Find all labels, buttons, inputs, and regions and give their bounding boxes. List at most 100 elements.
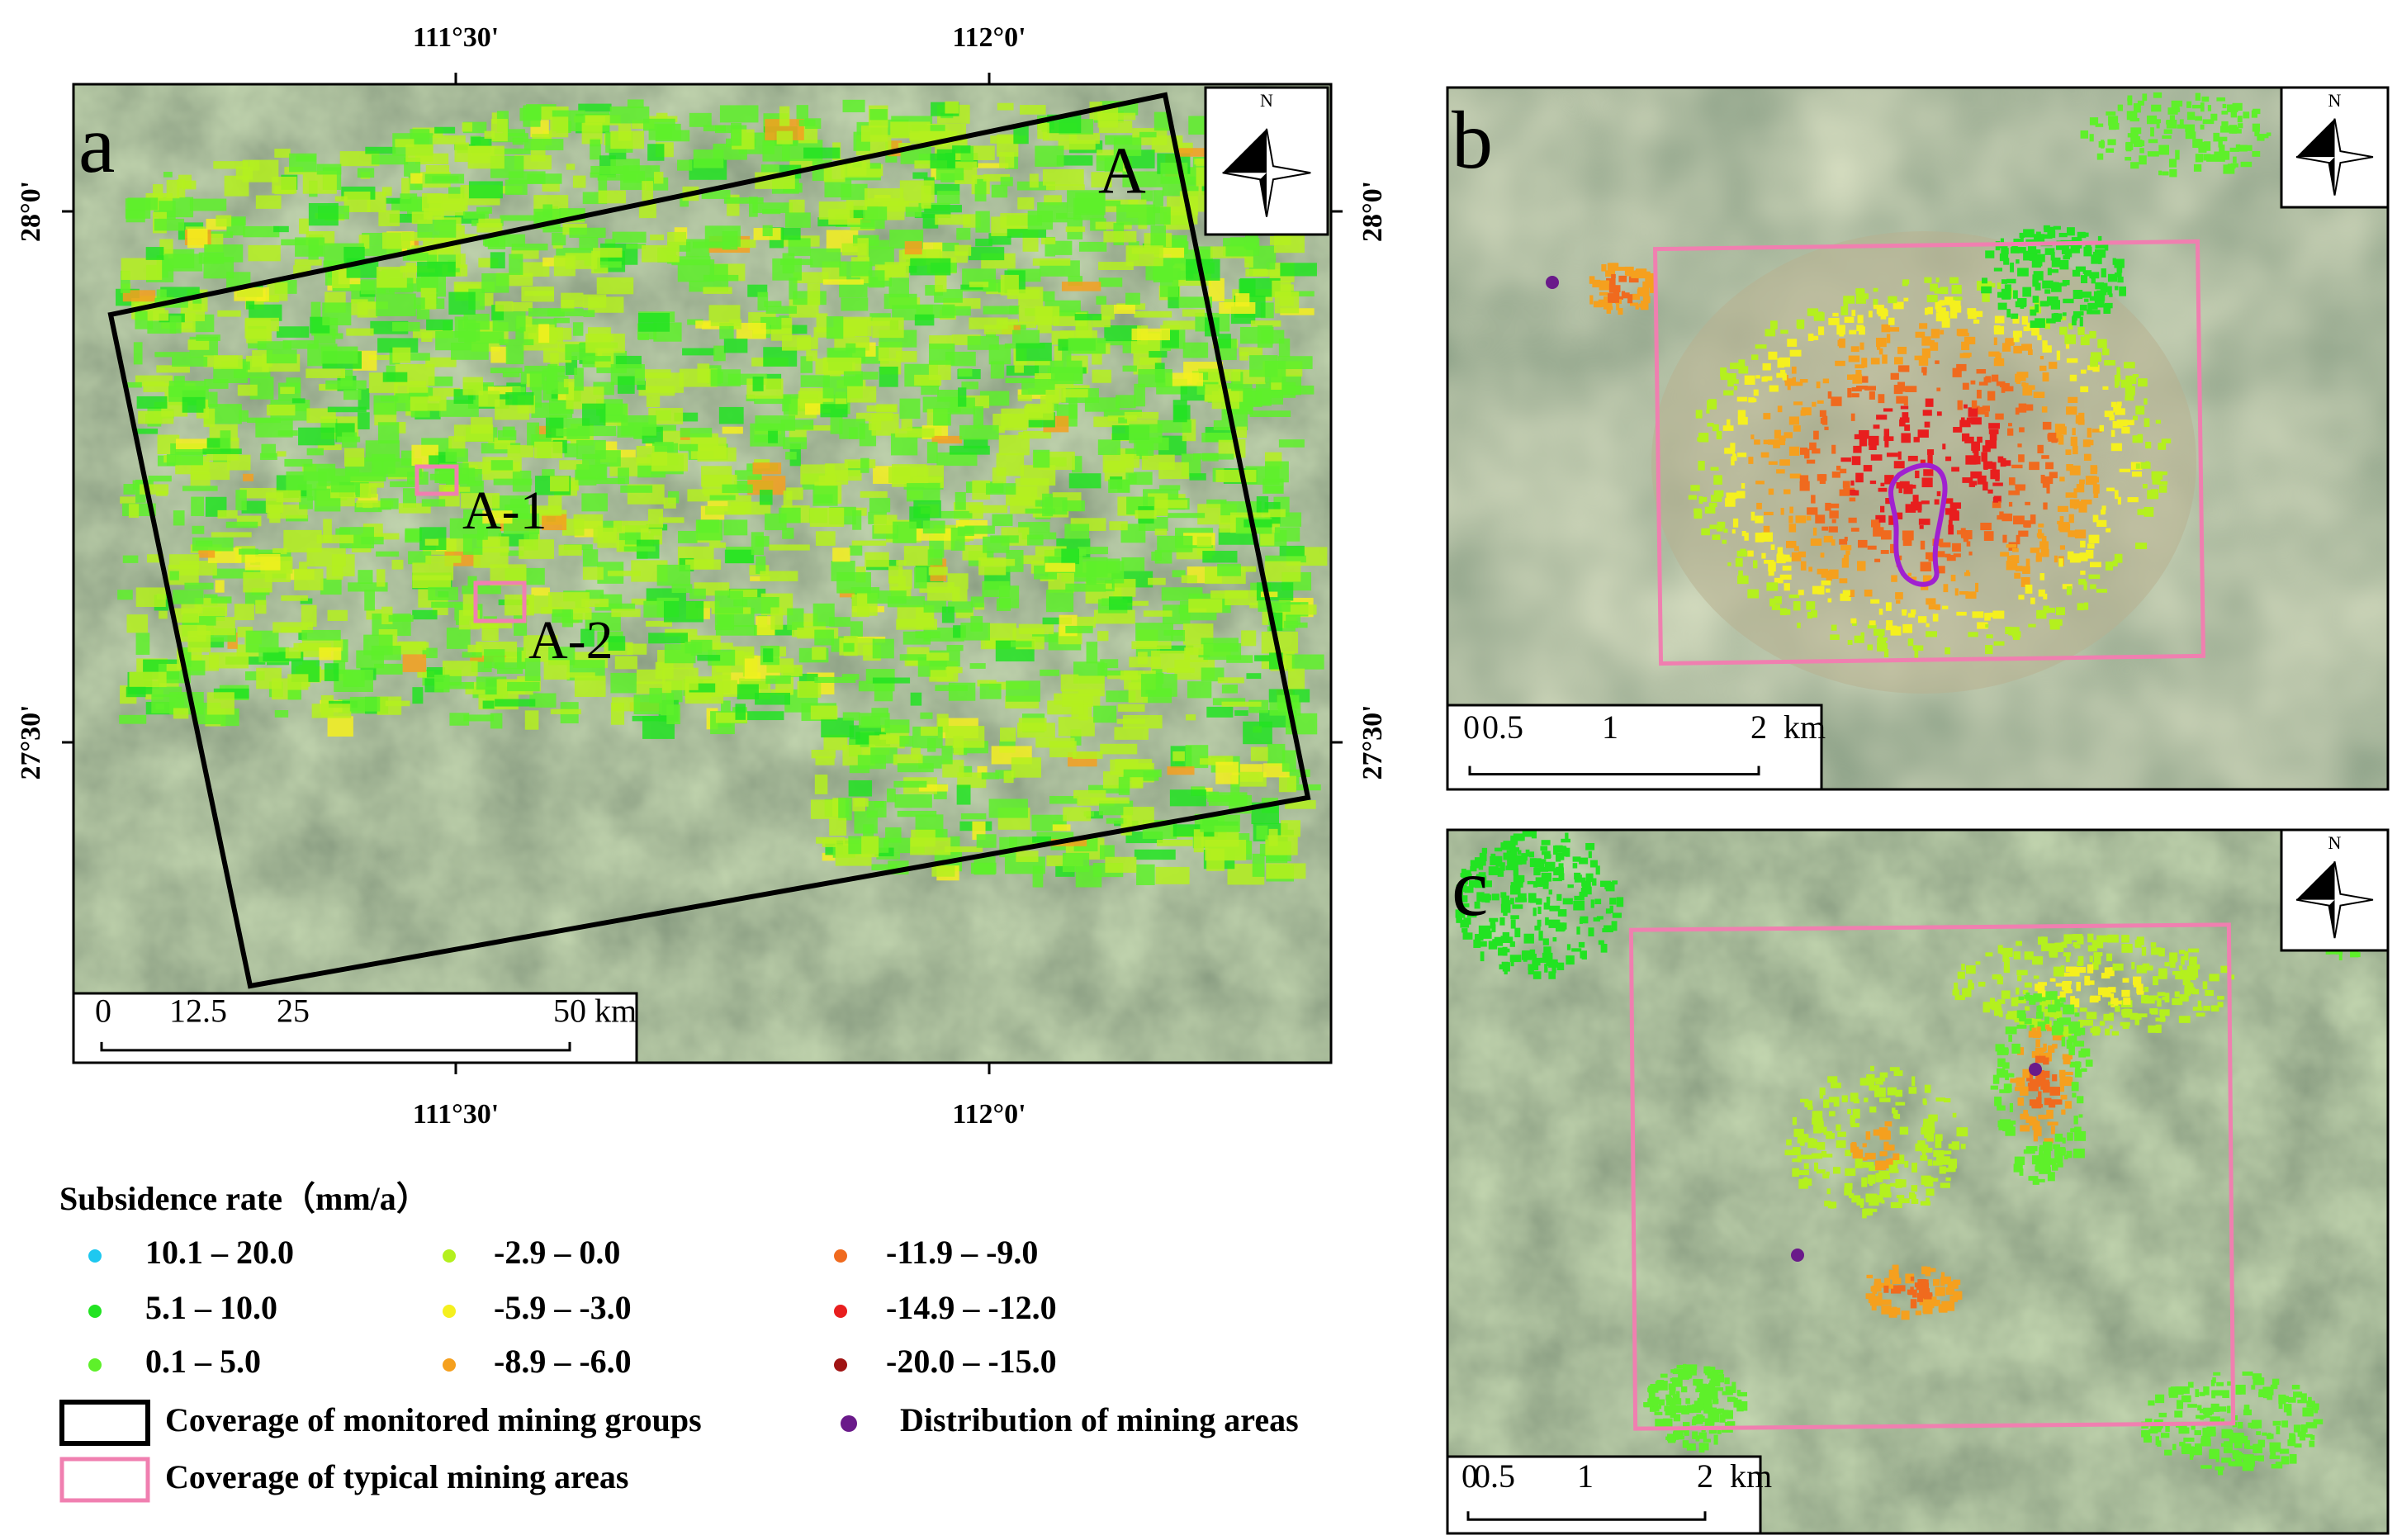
point-cluster	[1951, 285, 1962, 294]
point-cluster	[1510, 915, 1519, 920]
point-cluster	[1910, 1299, 1917, 1309]
point-cluster	[731, 646, 755, 659]
point-cluster	[1713, 475, 1722, 485]
point-cluster	[1523, 831, 1535, 835]
point-cluster	[1984, 411, 1989, 417]
point-cluster	[1862, 293, 1869, 300]
point-cluster	[861, 126, 888, 142]
point-cluster	[2168, 159, 2177, 168]
point-cluster	[1942, 605, 1949, 609]
point-cluster	[2063, 1004, 2075, 1015]
point-cluster	[2018, 530, 2029, 537]
point-cluster	[2097, 339, 2107, 348]
point-cluster	[1895, 1089, 1903, 1097]
point-cluster	[1747, 589, 1760, 599]
point-cluster	[1595, 865, 1600, 875]
point-cluster	[747, 476, 786, 495]
point-cluster	[1875, 338, 1887, 348]
point-cluster	[414, 297, 425, 310]
point-cluster	[215, 580, 225, 593]
point-cluster	[1576, 926, 1580, 935]
point-cluster	[1047, 700, 1084, 715]
point-cluster	[2062, 1137, 2066, 1144]
point-cluster	[2006, 556, 2011, 562]
point-cluster	[1855, 385, 1868, 390]
point-cluster	[1809, 442, 1817, 451]
point-cluster	[718, 406, 744, 424]
point-cluster	[2144, 418, 2150, 428]
point-cluster	[1755, 481, 1765, 485]
region-label: A-1	[462, 481, 547, 541]
point-cluster	[2066, 1039, 2073, 1050]
point-cluster	[1065, 226, 1086, 232]
point-cluster	[1682, 1422, 1690, 1428]
point-cluster	[582, 566, 604, 580]
point-cluster	[1134, 310, 1172, 318]
point-cluster	[914, 314, 935, 326]
point-cluster	[1037, 122, 1049, 140]
point-cluster	[1555, 857, 1561, 862]
point-cluster	[2158, 948, 2165, 957]
point-cluster	[462, 594, 476, 616]
point-cluster	[2252, 150, 2261, 157]
point-cluster	[723, 339, 748, 353]
point-cluster	[1230, 775, 1240, 795]
point-cluster	[1820, 552, 1825, 558]
point-cluster	[1737, 453, 1747, 457]
point-cluster	[1733, 1399, 1742, 1408]
point-cluster	[1964, 436, 1974, 443]
point-cluster	[713, 345, 726, 362]
point-cluster	[1738, 359, 1746, 368]
point-cluster	[1881, 1305, 1892, 1315]
point-cluster	[1859, 429, 1869, 439]
point-cluster	[2036, 609, 2047, 619]
point-cluster	[298, 427, 335, 446]
point-cluster	[1464, 886, 1474, 893]
point-cluster	[2210, 1005, 2219, 1012]
point-cluster	[2042, 480, 2048, 488]
point-cluster	[839, 261, 873, 277]
point-cluster	[2061, 1036, 2066, 1047]
point-cluster	[2045, 991, 2051, 1001]
point-cluster	[1589, 295, 1594, 305]
point-cluster	[2136, 964, 2148, 974]
point-cluster	[2058, 282, 2068, 287]
point-cluster	[1987, 391, 1996, 401]
point-cluster	[1792, 1147, 1801, 1156]
point-cluster	[1773, 443, 1780, 448]
point-cluster	[2103, 344, 2107, 349]
point-cluster	[1733, 386, 1738, 391]
lat-label: 28°0'	[16, 181, 46, 242]
point-cluster	[2189, 956, 2197, 962]
point-cluster	[1692, 1431, 1698, 1439]
point-cluster	[1913, 437, 1920, 443]
point-cluster	[1907, 455, 1918, 462]
point-cluster	[945, 846, 983, 852]
point-cluster	[1966, 417, 1976, 424]
point-cluster	[1935, 360, 1940, 364]
point-cluster	[779, 106, 790, 126]
point-cluster	[332, 264, 350, 288]
point-cluster	[2169, 115, 2175, 125]
point-cluster	[521, 287, 555, 302]
point-cluster	[1236, 426, 1248, 438]
point-cluster	[1940, 329, 1945, 335]
panel-label: b	[1452, 94, 1493, 186]
point-cluster	[2023, 326, 2029, 332]
point-cluster	[2210, 113, 2218, 121]
point-cluster	[2029, 1116, 2037, 1126]
point-cluster	[1708, 1409, 1712, 1415]
point-cluster	[2078, 503, 2087, 513]
point-cluster	[2011, 555, 2020, 564]
point-cluster	[1893, 1070, 1903, 1077]
point-cluster	[1808, 566, 1813, 572]
point-cluster	[1921, 1279, 1929, 1287]
point-cluster	[1912, 495, 1919, 505]
point-cluster	[975, 211, 990, 233]
point-cluster	[1698, 496, 1703, 505]
point-cluster	[2026, 404, 2034, 411]
point-cluster	[2117, 276, 2124, 283]
point-cluster	[1495, 862, 1502, 867]
point-cluster	[1873, 298, 1878, 307]
point-cluster	[1727, 1421, 1736, 1426]
